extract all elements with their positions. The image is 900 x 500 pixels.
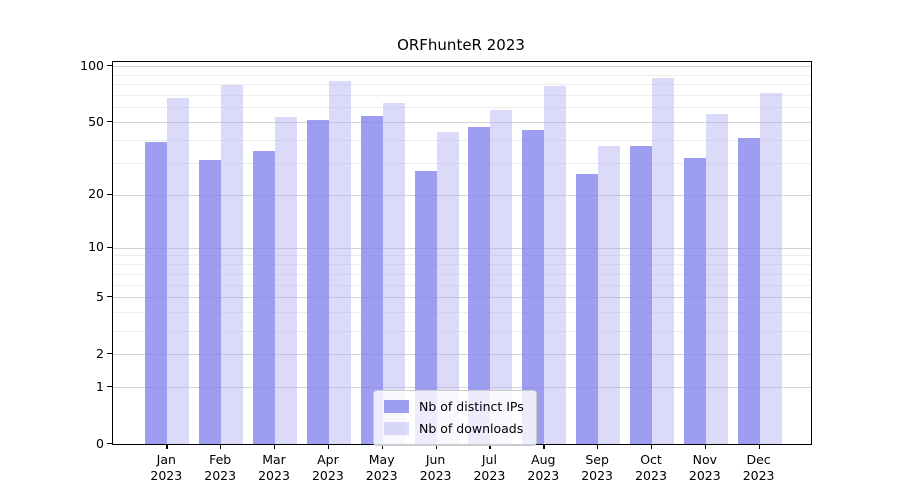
- gridline-major: [113, 122, 811, 123]
- legend-item-downloads: Nb of downloads: [384, 421, 524, 436]
- bar-downloads-jun: [436, 132, 459, 444]
- x-tick-label-aug: Aug 2023: [527, 452, 560, 483]
- x-tick-mark: [489, 444, 491, 449]
- bar-ips-may: [360, 115, 383, 444]
- legend: Nb of distinct IPs Nb of downloads: [373, 390, 537, 446]
- gridline-minor: [113, 264, 811, 265]
- x-tick-mark: [381, 444, 383, 449]
- y-tick-mark: [107, 193, 112, 195]
- bar-downloads-feb: [221, 85, 244, 444]
- bar-downloads-sep: [598, 146, 621, 444]
- legend-label-distinct-ips: Nb of distinct IPs: [419, 399, 524, 414]
- chart-title: ORFhunteR 2023: [397, 36, 525, 54]
- bar-downloads-dec: [759, 92, 782, 444]
- x-tick-label-mar: Mar 2023: [258, 452, 290, 483]
- x-tick-mark: [758, 444, 760, 449]
- bar-ips-jan: [145, 141, 168, 444]
- y-tick-mark: [107, 353, 112, 355]
- gridline-minor: [113, 273, 811, 275]
- bar-downloads-mar: [275, 117, 297, 444]
- bar-ips-feb: [199, 160, 222, 444]
- y-tick-label-50: 50: [88, 113, 104, 129]
- bar-downloads-jan: [167, 98, 190, 444]
- bar-ips-sep: [576, 174, 599, 444]
- x-tick-mark: [166, 444, 168, 449]
- x-tick-label-jan: Jan 2023: [150, 452, 183, 483]
- gridline-minor: [113, 162, 811, 164]
- y-tick-mark: [107, 121, 112, 123]
- bar-ips-nov: [683, 157, 706, 444]
- gridline-major: [113, 387, 811, 389]
- x-tick-label-sep: Sep 2023: [581, 452, 613, 483]
- bar-downloads-oct: [652, 78, 674, 444]
- bar-downloads-may: [382, 103, 405, 444]
- bar-ips-jul: [468, 126, 491, 444]
- y-tick-mark: [107, 246, 112, 248]
- y-tick-mark: [107, 65, 112, 67]
- bar-ips-jun: [414, 171, 437, 444]
- x-tick-label-apr: Apr 2023: [311, 452, 344, 483]
- x-tick-label-may: May 2023: [365, 452, 398, 483]
- gridline-minor: [113, 84, 811, 86]
- y-tick-label-1: 1: [96, 378, 104, 394]
- gridline-major: [113, 354, 811, 355]
- gridline-minor: [113, 284, 811, 286]
- y-tick-label-100: 100: [80, 57, 104, 73]
- gridline-minor: [113, 94, 811, 96]
- legend-swatch-downloads: [384, 422, 409, 435]
- gridline-major: [113, 66, 811, 67]
- bar-ips-mar: [253, 150, 275, 444]
- gridline-minor: [113, 139, 811, 141]
- y-tick-label-20: 20: [88, 186, 104, 202]
- legend-label-downloads: Nb of downloads: [419, 421, 524, 436]
- bar-downloads-aug: [544, 86, 567, 444]
- legend-swatch-distinct-ips: [384, 400, 409, 413]
- x-tick-mark: [274, 444, 276, 449]
- bar-downloads-nov: [705, 114, 728, 444]
- y-tick-mark: [107, 296, 112, 298]
- x-tick-label-feb: Feb 2023: [204, 452, 237, 483]
- gridline-minor: [113, 107, 811, 109]
- bar-downloads-jul: [490, 110, 513, 444]
- bar-ips-dec: [737, 137, 760, 444]
- bar-downloads-apr: [328, 81, 351, 444]
- gridline-major: [113, 194, 811, 196]
- gridline-minor: [113, 330, 811, 332]
- gridline-minor: [113, 255, 811, 257]
- y-tick-label-2: 2: [96, 345, 104, 361]
- gridline-major: [113, 297, 811, 299]
- x-tick-label-jul: Jul 2023: [473, 452, 506, 483]
- x-tick-label-nov: Nov 2023: [688, 452, 721, 483]
- bar-ips-apr: [306, 120, 329, 444]
- gridline-major: [113, 247, 811, 249]
- x-tick-mark: [704, 444, 707, 449]
- bar-ips-oct: [630, 146, 652, 444]
- x-tick-mark: [327, 444, 330, 449]
- x-tick-mark: [435, 444, 437, 449]
- plot-area: Nb of distinct IPs Nb of downloads: [112, 61, 812, 446]
- legend-item-distinct-ips: Nb of distinct IPs: [384, 399, 524, 414]
- x-tick-label-oct: Oct 2023: [635, 452, 667, 483]
- y-tick-label-5: 5: [96, 288, 104, 304]
- x-tick-mark: [651, 444, 653, 449]
- x-tick-label-dec: Dec 2023: [742, 452, 775, 483]
- y-tick-label-0: 0: [96, 435, 104, 451]
- x-tick-mark: [543, 444, 545, 449]
- y-tick-mark: [107, 386, 112, 388]
- y-tick-label-10: 10: [88, 239, 104, 255]
- y-tick-mark: [107, 443, 112, 445]
- x-tick-label-jun: Jun 2023: [419, 452, 452, 483]
- bar-ips-aug: [522, 130, 545, 444]
- x-tick-mark: [220, 444, 222, 449]
- gridline-minor: [113, 74, 811, 76]
- x-tick-mark: [597, 444, 599, 449]
- gridline-minor: [113, 312, 811, 314]
